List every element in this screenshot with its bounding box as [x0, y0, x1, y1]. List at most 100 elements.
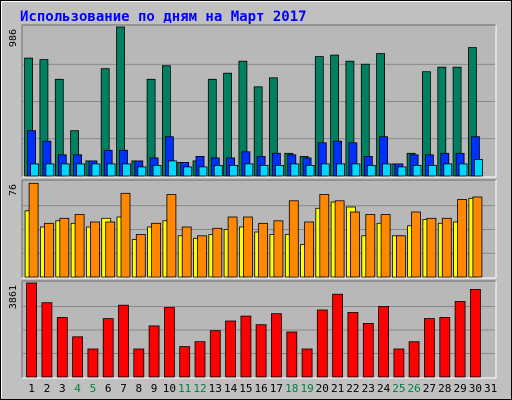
kbytes-bar: [87, 348, 99, 378]
kbytes-bar: [41, 302, 53, 378]
day-label: 4: [74, 382, 81, 395]
day-label: 13: [209, 382, 222, 395]
kbytes-bar: [194, 341, 206, 378]
pages-bar: [167, 160, 177, 177]
pages-bar: [397, 166, 407, 177]
pages-bar: [259, 164, 269, 177]
pages-bar: [122, 163, 131, 177]
pages-bar: [137, 166, 147, 177]
sites-bar: [242, 216, 253, 278]
kbytes-bar: [408, 341, 420, 378]
day-label: 1: [28, 382, 35, 395]
pages-bar: [45, 163, 55, 177]
kbytes-bar: [102, 318, 114, 378]
pages-bar: [427, 164, 437, 177]
pages-bar: [244, 163, 254, 177]
pages-bar: [305, 164, 315, 177]
sites-bar: [304, 221, 315, 278]
kbytes-bar: [56, 316, 68, 378]
day-label: 27: [423, 382, 436, 395]
pages-bar: [198, 166, 208, 177]
kbytes-bar: [133, 348, 145, 378]
kbytes-bar: [316, 309, 328, 378]
day-label: 19: [300, 382, 313, 395]
panel-max-label: 3861: [8, 285, 19, 309]
sites-bar: [120, 192, 131, 278]
sites-bar: [365, 214, 376, 278]
kbytes-bar: [454, 301, 466, 378]
day-label: 29: [453, 382, 466, 395]
panel-max-label: 76: [8, 184, 19, 196]
sites-bar: [380, 214, 391, 278]
sites-bar: [74, 214, 85, 278]
pages-bar: [458, 163, 468, 177]
panel-2: 76: [8, 179, 497, 279]
day-label: 20: [316, 382, 329, 395]
sites-bar: [319, 194, 330, 278]
day-label: 6: [105, 382, 112, 395]
sites-bar: [135, 234, 146, 278]
day-label: 24: [377, 382, 391, 395]
sites-bar: [44, 222, 54, 278]
pages-bar: [320, 163, 330, 177]
sites-bar: [426, 217, 437, 278]
day-label: 15: [239, 382, 252, 395]
sites-bar: [258, 222, 269, 278]
pages-bar: [152, 164, 162, 177]
day-label: 7: [120, 382, 127, 395]
day-label: 10: [163, 382, 176, 395]
day-label: 22: [346, 382, 359, 395]
pages-bar: [91, 163, 101, 177]
kbytes-bar: [163, 307, 175, 378]
sites-bar: [28, 182, 39, 278]
kbytes-bar: [26, 282, 38, 378]
day-label: 8: [135, 382, 142, 395]
kbytes-bar: [209, 330, 221, 378]
sites-bar: [349, 211, 360, 278]
day-label: 25: [392, 382, 405, 395]
day-label: 18: [285, 382, 298, 395]
pages-bar: [106, 163, 116, 177]
pages-bar: [290, 163, 300, 177]
sites-bar: [411, 211, 422, 278]
sites-bar: [90, 221, 100, 278]
pages-bar: [443, 163, 453, 177]
day-label: 9: [151, 382, 158, 395]
kbytes-bar: [240, 315, 252, 378]
sites-bar: [441, 217, 452, 278]
x-axis-labels: 1 2 3 4 5 6 7 8 9 10 11 12 13 14 15 16 17 18 19 20 21 22 23 24 2…: [28, 382, 497, 395]
kbytes-bar: [332, 293, 344, 378]
sites-bar: [166, 194, 177, 278]
kbytes-bar: [301, 348, 313, 378]
day-label: 14: [224, 382, 238, 395]
sites-bar: [334, 200, 345, 278]
kbytes-bar: [225, 320, 237, 378]
kbytes-bar: [439, 316, 451, 378]
panel-1: 986: [8, 24, 497, 178]
day-label: 3: [59, 382, 66, 395]
pages-bar: [336, 163, 346, 177]
kbytes-bar: [378, 305, 390, 378]
pages-bar: [213, 164, 223, 177]
chart-panels: 986 76 3861: [8, 24, 497, 379]
pages-bar: [60, 163, 70, 177]
pages-bar: [412, 164, 422, 177]
day-label: 26: [407, 382, 420, 395]
chart-title: Использование по дням на Март 2017: [20, 9, 307, 25]
kbytes-bar: [179, 346, 191, 378]
day-label: 23: [362, 382, 375, 395]
kbytes-bar: [423, 318, 435, 378]
day-label: 30: [469, 382, 482, 395]
sites-bar: [288, 200, 299, 278]
sites-bar: [212, 227, 223, 278]
pages-bar: [229, 164, 239, 177]
pages-bar: [76, 163, 85, 177]
kbytes-bar: [72, 336, 83, 378]
pages-bar: [382, 163, 392, 177]
kbytes-bar: [270, 313, 282, 378]
day-label: 2: [44, 382, 51, 395]
pages-bar: [473, 158, 483, 177]
kbytes-bar: [255, 324, 267, 378]
sites-bar: [472, 196, 483, 278]
